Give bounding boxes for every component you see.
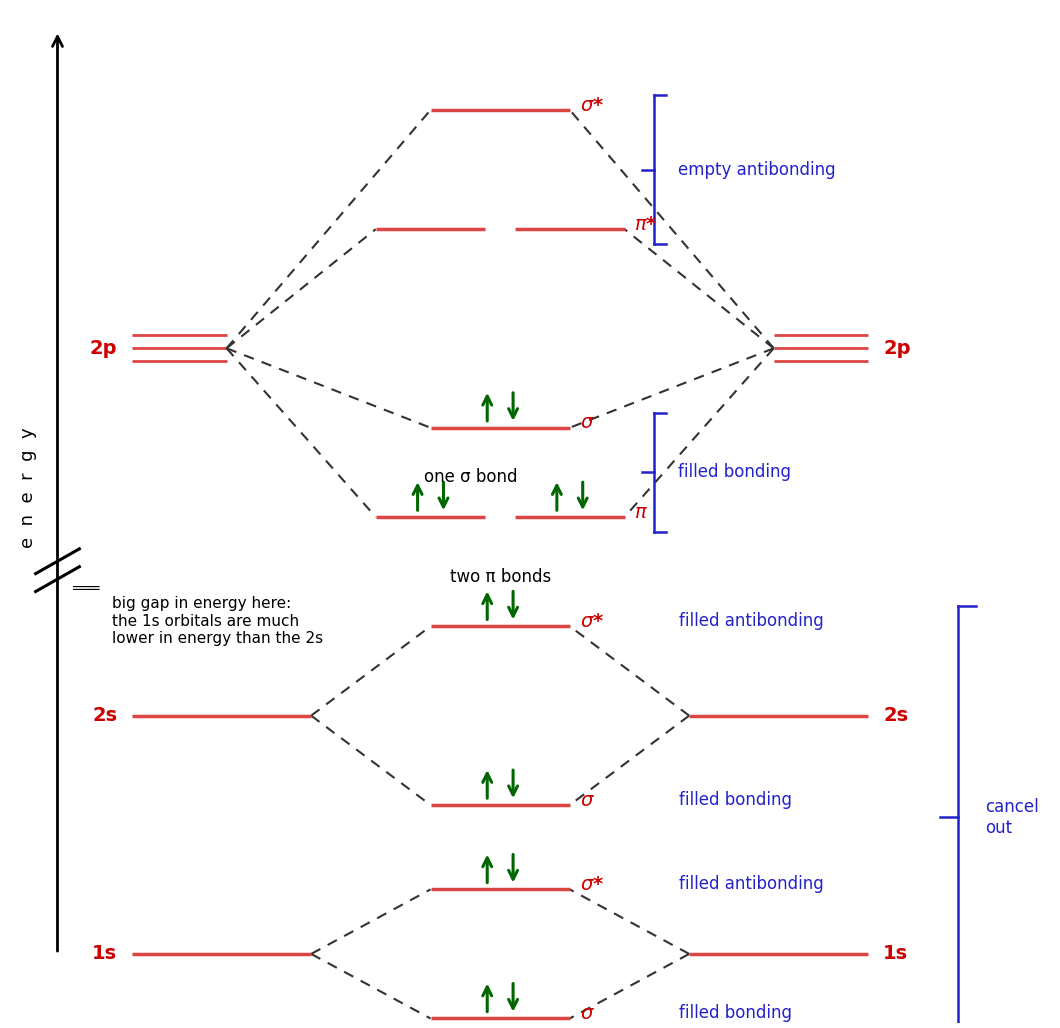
Text: e  n  e  r  g  y: e n e r g y: [19, 427, 37, 548]
Text: two π bonds: two π bonds: [449, 567, 551, 586]
Text: filled bonding: filled bonding: [679, 1004, 792, 1023]
Text: cancel
out: cancel out: [986, 798, 1040, 837]
Text: $\sigma$*: $\sigma$*: [580, 612, 604, 631]
Text: 2s: 2s: [92, 706, 118, 725]
Text: filled bonding: filled bonding: [678, 464, 791, 481]
Text: $\sigma$*: $\sigma$*: [580, 875, 604, 894]
Text: ═══: ═══: [72, 581, 100, 596]
Text: $\pi$*: $\pi$*: [635, 215, 658, 233]
Text: $\sigma$: $\sigma$: [580, 791, 595, 809]
Text: $\sigma$: $\sigma$: [580, 1004, 595, 1023]
Text: 1s: 1s: [92, 945, 118, 963]
Text: filled antibonding: filled antibonding: [679, 613, 824, 630]
Text: filled bonding: filled bonding: [679, 791, 792, 809]
Text: 1s: 1s: [883, 945, 908, 963]
Text: empty antibonding: empty antibonding: [678, 160, 836, 179]
Text: 2s: 2s: [883, 706, 908, 725]
Text: $\sigma$*: $\sigma$*: [580, 96, 604, 114]
Text: 2p: 2p: [90, 339, 118, 358]
Text: one σ bond: one σ bond: [424, 469, 517, 486]
Text: $\sigma$: $\sigma$: [580, 413, 595, 432]
Text: big gap in energy here:
the 1s orbitals are much
lower in energy than the 2s: big gap in energy here: the 1s orbitals …: [112, 596, 323, 647]
Text: filled antibonding: filled antibonding: [679, 876, 824, 893]
Text: $\pi$: $\pi$: [635, 503, 649, 521]
Text: 2p: 2p: [883, 339, 911, 358]
